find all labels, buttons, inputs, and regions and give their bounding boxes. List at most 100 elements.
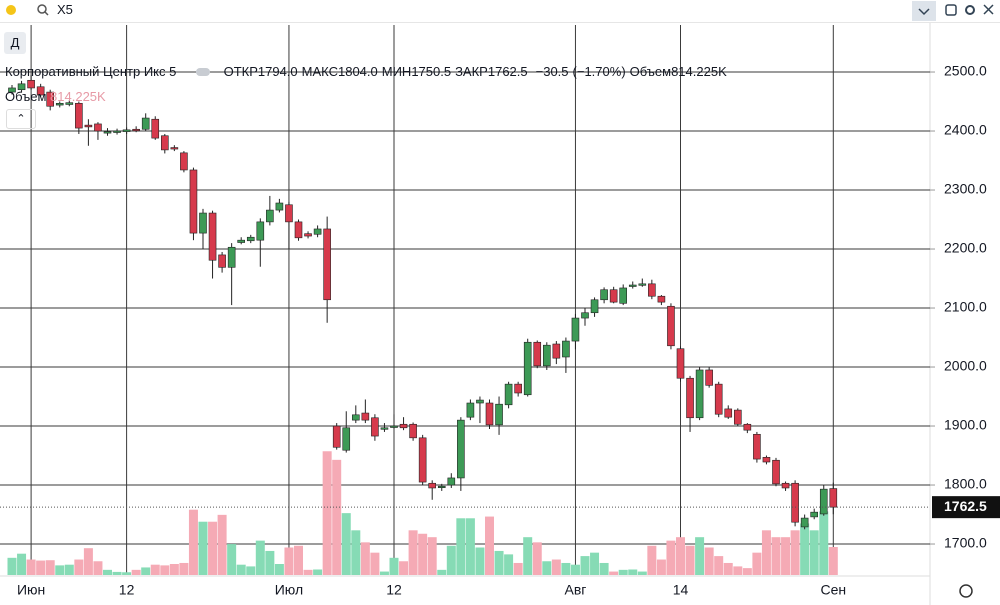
volume-value: 814.225K <box>50 89 106 104</box>
candle-body <box>361 412 370 421</box>
legend-value: 1804.0 <box>337 64 378 79</box>
volume-bar <box>418 533 428 575</box>
candle-body <box>781 482 790 489</box>
window-button[interactable] <box>945 4 957 16</box>
legend-label: ЗАКР <box>455 64 488 79</box>
candle-body <box>733 409 742 425</box>
volume-bar <box>332 459 342 575</box>
volume-bar <box>551 559 561 575</box>
volume-bar <box>742 568 752 575</box>
candle-body <box>753 433 761 460</box>
volume-bar <box>236 564 246 575</box>
search-icon[interactable] <box>37 4 47 14</box>
volume-bar <box>55 565 65 575</box>
volume-bar <box>618 569 628 575</box>
volume-bar <box>64 564 74 575</box>
candle-body <box>103 131 112 134</box>
candle-body <box>122 129 131 132</box>
volume-bar <box>103 569 112 575</box>
y-tick-label: 2100.0 <box>944 299 987 315</box>
legend-label: ОТКР <box>223 64 258 79</box>
volume-name: Объем <box>5 89 47 104</box>
volume-bar <box>685 545 695 575</box>
candle-body <box>380 427 389 430</box>
search-text[interactable]: X5 <box>57 2 73 17</box>
volume-bar <box>265 550 275 575</box>
candle-body <box>27 79 35 89</box>
volume-bar <box>427 537 437 575</box>
chevron <box>918 8 930 16</box>
candle-body <box>447 477 456 486</box>
volume-bar <box>408 530 418 575</box>
volume-bar <box>637 571 647 575</box>
volume-bar <box>131 569 141 575</box>
volume-bar <box>781 537 791 575</box>
candle-body <box>695 369 704 419</box>
volume-legend: Объем 814.225K <box>5 89 106 104</box>
candle-body <box>46 91 55 107</box>
y-tick-label: 2300.0 <box>944 181 987 197</box>
volume-bar <box>313 569 323 575</box>
candle-body <box>55 102 64 106</box>
volume-bar <box>542 561 552 575</box>
volume-bar <box>17 553 27 575</box>
change-percent: (−1.70%) <box>572 64 626 79</box>
volume-bar <box>714 556 724 575</box>
close-button[interactable] <box>983 4 994 15</box>
volume-bar <box>284 547 294 575</box>
volume-bar <box>761 530 771 575</box>
candle-body <box>724 408 733 418</box>
interval-button[interactable]: Д <box>4 32 26 54</box>
candle-body <box>514 383 522 394</box>
candle-body <box>285 204 293 223</box>
volume-bar <box>360 542 370 575</box>
legend-value: 1762.5 <box>487 64 528 79</box>
candle-body <box>772 459 780 485</box>
volume-bar <box>322 451 332 575</box>
candle-body <box>523 341 532 396</box>
volume-bar <box>351 530 361 575</box>
volume-bar <box>188 509 198 575</box>
dropdown-button[interactable] <box>912 1 936 21</box>
volume-bar <box>169 564 179 575</box>
candle-body <box>819 488 828 515</box>
legend-value: 1794.0 <box>257 64 298 79</box>
x-tick-label: 12 <box>119 582 135 598</box>
settings-button[interactable] <box>965 5 975 15</box>
volume-bar <box>723 562 733 575</box>
axis-settings[interactable] <box>959 584 973 598</box>
volume-bar <box>695 537 705 575</box>
x-tick-label: 14 <box>673 582 689 598</box>
last-price-label: 1762.5 <box>944 498 987 514</box>
candle-body <box>648 283 656 297</box>
legend: Корпоративный Центр Икс 5 ОТКР1794.0 МАКС… <box>5 64 731 79</box>
candle-body <box>170 147 179 150</box>
candle-body <box>466 402 475 418</box>
candle-body <box>590 299 599 314</box>
legend-value: 1750.5 <box>411 64 452 79</box>
volume-bar <box>570 564 580 575</box>
volume-bar <box>26 559 36 575</box>
candle-body <box>437 485 446 489</box>
visibility-toggle[interactable] <box>195 68 210 76</box>
volume-bar <box>475 547 485 575</box>
volume-bar <box>179 562 189 575</box>
candle-body <box>504 383 513 406</box>
collapse-button[interactable]: ⌃ <box>6 109 36 129</box>
candle-body <box>676 348 685 379</box>
candle-body <box>294 221 303 239</box>
volume-bar <box>141 567 151 575</box>
candle-body <box>351 414 360 421</box>
candle-body <box>304 233 312 237</box>
volume-bar <box>246 566 256 575</box>
volume-bar <box>666 540 676 575</box>
candle-body <box>705 369 713 386</box>
x-tick-label: Июл <box>275 582 303 598</box>
candle-body <box>600 289 608 301</box>
volume-bar <box>752 552 762 575</box>
candle-body <box>743 423 752 431</box>
volume-bar <box>36 560 46 575</box>
volume-bar <box>523 537 533 575</box>
